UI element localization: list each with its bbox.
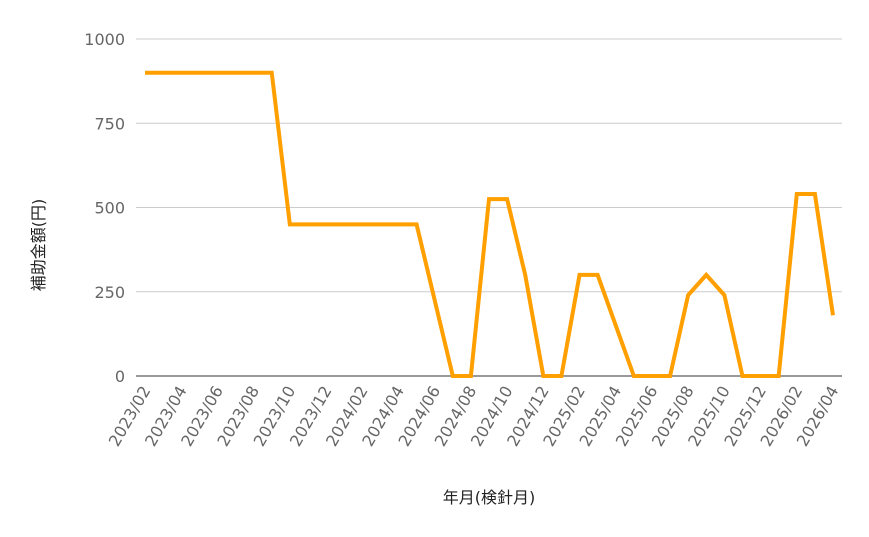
y-tick-label: 1000 xyxy=(84,30,125,49)
y-tick-label: 250 xyxy=(94,283,125,302)
y-tick-label: 750 xyxy=(94,114,125,133)
y-tick-label: 500 xyxy=(94,199,125,218)
x-axis-label: 年月(検針月) xyxy=(443,488,536,507)
y-tick-label: 0 xyxy=(115,367,125,386)
series-line xyxy=(145,70,835,378)
y-axis-label: 補助金額(円) xyxy=(29,199,48,292)
